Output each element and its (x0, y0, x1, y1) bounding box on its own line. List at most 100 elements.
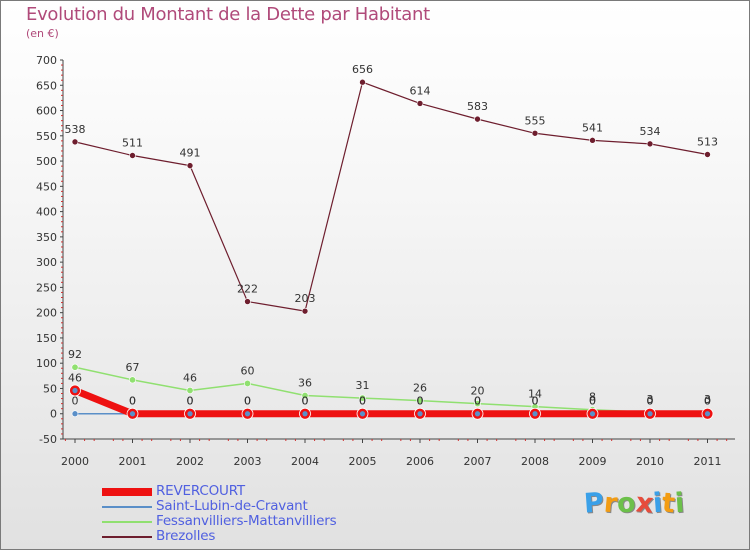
data-point-fessanvilliers-mattanvilliers (358, 394, 366, 402)
data-label-brezolles: 555 (525, 114, 546, 127)
data-point-brezolles (531, 129, 539, 137)
y-tick-label: 500 (36, 155, 57, 168)
x-tick-label: 2011 (694, 455, 722, 468)
data-point-brezolles (71, 138, 79, 146)
data-point-fessanvilliers-mattanvilliers (71, 363, 79, 371)
data-label-revercourt: 0 (589, 395, 596, 408)
legend-item-saint-lubin-de-cravant: Saint-Lubin-de-Cravant (102, 499, 336, 514)
data-point-inner (244, 411, 251, 417)
data-label-fessanvilliers-mattanvilliers: 26 (413, 382, 427, 395)
legend-swatch (102, 505, 152, 508)
data-point-inner (647, 411, 653, 417)
data-label-fessanvilliers-mattanvilliers: 60 (241, 364, 255, 377)
y-tick-label: 250 (36, 281, 57, 294)
data-label-fessanvilliers-mattanvilliers: 20 (471, 385, 485, 398)
data-label-fessanvilliers-mattanvilliers: 46 (183, 371, 197, 384)
data-label-revercourt: 0 (474, 395, 481, 408)
data-label-revercourt: 0 (417, 395, 424, 408)
y-tick-label: 50 (43, 382, 57, 395)
x-tick-label: 2001 (119, 455, 147, 468)
data-label-brezolles: 511 (122, 137, 143, 150)
data-label-brezolles: 534 (640, 125, 661, 138)
x-tick-label: 2006 (406, 455, 434, 468)
data-label-saint-lubin-de-cravant: 0 (647, 395, 654, 408)
x-tick-label: 2009 (579, 455, 607, 468)
data-point-brezolles (704, 151, 711, 158)
data-point-brezolles (416, 100, 424, 107)
data-label-revercourt: 0 (359, 395, 366, 408)
legend-label: Brezolles (156, 528, 216, 544)
data-point-brezolles (589, 137, 596, 144)
logo-letter: i (674, 487, 686, 520)
data-label-fessanvilliers-mattanvilliers: 36 (298, 377, 312, 390)
data-label-brezolles: 614 (410, 84, 431, 97)
data-label-saint-lubin-de-cravant: 0 (129, 395, 136, 408)
x-tick-label: 2005 (349, 455, 377, 468)
data-label-fessanvilliers-mattanvilliers: 3 (647, 393, 654, 406)
data-label-fessanvilliers-mattanvilliers: 3 (704, 393, 711, 406)
x-tick-label: 2003 (234, 455, 262, 468)
data-label-saint-lubin-de-cravant: 0 (417, 395, 424, 408)
data-label-brezolles: 491 (180, 147, 201, 160)
legend-label: Saint-Lubin-de-Cravant (156, 498, 308, 514)
data-label-revercourt: 0 (187, 395, 194, 408)
data-point-inner (532, 411, 538, 417)
x-tick-label: 2007 (464, 455, 492, 468)
data-label-revercourt: 46 (68, 371, 82, 384)
data-point-inner (187, 411, 193, 417)
y-tick-label: 400 (36, 206, 57, 219)
y-tick-label: 600 (36, 105, 57, 118)
data-label-saint-lubin-de-cravant: 0 (244, 395, 251, 408)
data-point-inner (589, 411, 596, 417)
data-label-fessanvilliers-mattanvilliers: 31 (356, 379, 370, 392)
data-point-inner (474, 411, 481, 417)
proxiti-logo: Proxiti (583, 487, 686, 520)
data-label-revercourt: 0 (704, 395, 711, 408)
y-tick-label: 300 (36, 256, 57, 269)
data-point-fessanvilliers-mattanvilliers (301, 392, 309, 400)
legend-label: REVERCOURT (156, 483, 245, 499)
chart-series (69, 78, 714, 420)
data-label-brezolles: 203 (295, 292, 316, 305)
data-point-brezolles (474, 115, 481, 123)
y-tick-label: 350 (36, 231, 57, 244)
data-label-brezolles: 583 (467, 100, 488, 113)
y-tick-label: 650 (36, 79, 57, 92)
legend-label: Fessanvilliers-Mattanvilliers (156, 513, 337, 529)
data-point-fessanvilliers-mattanvilliers (416, 397, 424, 405)
x-tick-label: 2002 (176, 455, 204, 468)
data-label-revercourt: 0 (647, 395, 654, 408)
data-label-brezolles: 538 (65, 123, 86, 136)
data-point-inner (72, 387, 78, 394)
data-label-revercourt: 0 (129, 395, 136, 408)
y-tick-label: 200 (36, 307, 57, 320)
data-label-fessanvilliers-mattanvilliers: 92 (68, 348, 82, 361)
data-label-revercourt: 0 (244, 395, 251, 408)
data-point-fessanvilliers-mattanvilliers (473, 400, 481, 408)
series-line-fessanvilliers-mattanvilliers (74, 366, 709, 413)
x-tick-label: 2000 (61, 455, 89, 468)
chart-title: Evolution du Montant de la Dette par Hab… (26, 4, 430, 25)
data-point-brezolles (129, 152, 136, 159)
chart-unit-label: (en €) (26, 27, 59, 40)
data-label-brezolles: 656 (352, 63, 373, 76)
series-line-revercourt (71, 386, 711, 418)
data-label-fessanvilliers-mattanvilliers: 8 (589, 391, 596, 404)
y-tick-label: 550 (36, 130, 57, 143)
data-label-saint-lubin-de-cravant: 0 (704, 395, 711, 408)
data-point-inner (129, 411, 136, 417)
x-tick-label: 2008 (521, 455, 549, 468)
data-point-inner (704, 411, 711, 417)
y-tick-label: 0 (50, 408, 57, 421)
y-tick-label: -50 (39, 433, 57, 446)
data-point-brezolles (301, 307, 309, 315)
logo-letter: o (616, 487, 637, 520)
y-tick-label: 100 (36, 357, 57, 370)
legend-item-fessanvilliers-mattanvilliers: Fessanvilliers-Mattanvilliers (102, 513, 337, 529)
data-point-brezolles (646, 140, 654, 148)
data-label-saint-lubin-de-cravant: 0 (532, 395, 539, 408)
data-label-saint-lubin-de-cravant: 0 (72, 395, 79, 408)
